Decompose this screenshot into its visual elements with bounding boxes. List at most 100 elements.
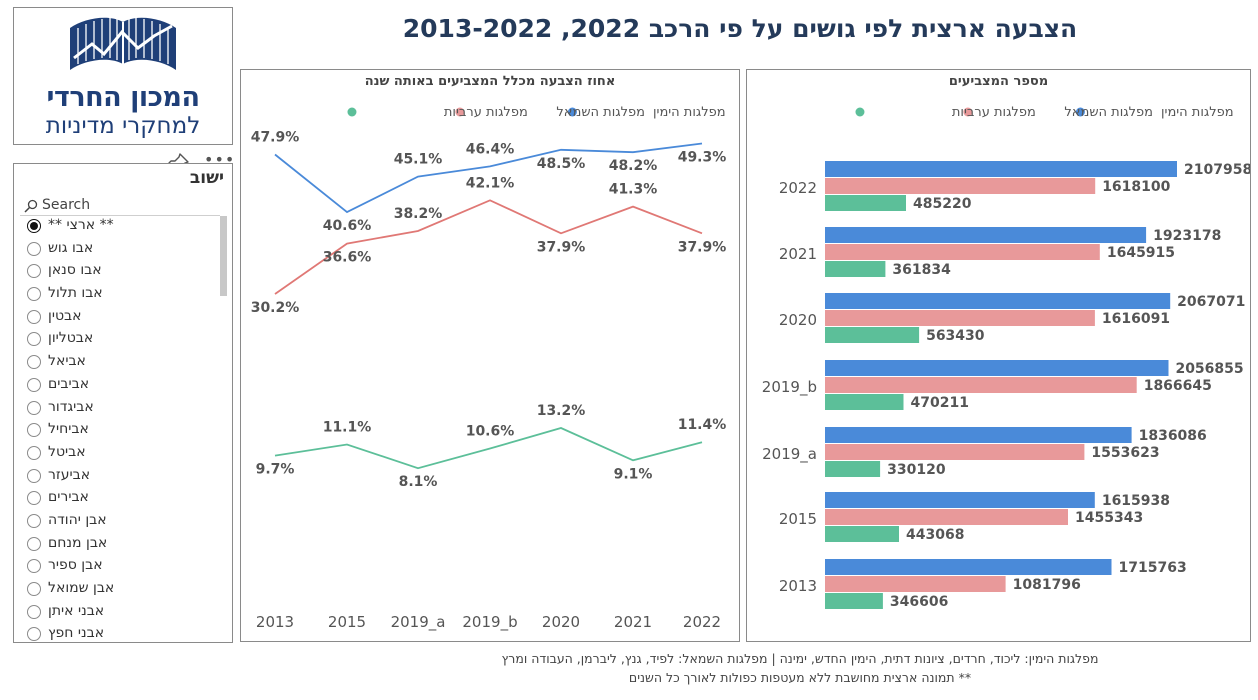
bar-left [825,178,1096,194]
data-label: 9.1% [614,466,653,482]
slicer-item[interactable]: אביטל [24,443,219,466]
slicer-item[interactable]: אביעזר [24,466,219,489]
slicer-item-label: אבני חפץ [48,625,105,642]
data-label: 13.2% [537,403,586,419]
data-label: 40.6% [323,218,372,234]
radio-button[interactable] [27,604,41,619]
radio-button[interactable] [27,536,41,551]
slicer-item-label: אבירים [48,489,89,506]
bar-chart-title: מספר המצביעים [948,74,1049,89]
y-tick-label: 2019_a [762,445,817,464]
slicer-item[interactable]: אבו תלול [24,284,219,307]
radio-button[interactable] [27,468,41,483]
footnote-national: ** תמונה ארצית מחושבת ללא מעטפות כפולות … [628,670,972,685]
radio-button[interactable] [27,241,41,256]
bar-value-label: 1645915 [1107,245,1175,261]
data-label: 37.9% [537,239,586,255]
x-tick-label: 2015 [328,613,366,631]
data-label: 48.2% [609,158,658,174]
x-tick-label: 2019_b [462,613,517,632]
bar-value-label: 470211 [911,395,969,411]
radio-button[interactable] [27,423,41,438]
data-label: 41.3% [609,182,658,198]
series-line-arab [274,427,703,470]
bar-value-label: 485220 [913,196,972,212]
radio-button[interactable] [27,400,41,415]
scrollbar-thumb[interactable] [220,216,227,296]
radio-button[interactable] [27,355,41,370]
slicer-item[interactable]: אבן יהודה [24,511,219,534]
data-label: 10.6% [466,423,515,439]
logo-line-2: למחקרי מדיניות [45,113,201,139]
radio-button[interactable] [27,377,41,392]
slicer-item[interactable]: אביאל [24,352,219,375]
slicer-item-label: אבו תלול [48,285,103,302]
radio-button[interactable] [27,264,41,279]
y-tick-label: 2015 [779,510,817,528]
data-label: 45.1% [394,152,443,168]
slicer-item[interactable]: אבן ספיר [24,556,219,579]
slicer-item-label: אבן מנחם [48,534,108,551]
bar-right [825,293,1171,309]
data-label: 37.9% [678,239,727,255]
slicer-item-label: אבטין [48,307,82,324]
radio-button[interactable] [27,513,41,528]
bar-arab [825,261,886,277]
series-line-left [274,199,703,295]
bar-right [825,227,1147,243]
data-label: 49.3% [678,150,727,166]
bar-right [825,427,1132,443]
slicer-item[interactable]: אבטליון [24,329,219,352]
radio-button[interactable] [27,219,41,233]
legend-label: מפלגות ערביות [952,105,1036,120]
slicer-item[interactable]: אביחיל [24,420,219,443]
legend-label: מפלגות הימין [1161,105,1234,120]
radio-button[interactable] [27,309,41,324]
bar-value-label: 1553623 [1091,445,1159,461]
data-label: 38.2% [394,206,443,222]
search-placeholder: Search [42,197,91,213]
page-title: הצבעה ארצית לפי גושים על פי הרכב 2022, 2… [402,14,1078,43]
bar-arab [825,526,899,542]
slicer-item[interactable]: אבן מנחם [24,534,219,557]
slicer-item[interactable]: אביגדור [24,398,219,421]
bar-value-label: 2067071 [1177,294,1245,310]
bar-left [825,444,1085,460]
slicer-item-label: אביבים [48,375,90,392]
slicer-item[interactable]: אבו גוש [24,239,219,262]
search-icon [24,199,38,213]
bar-right [825,559,1112,575]
radio-button[interactable] [27,582,41,596]
line-chart-title: אחוז הצבעה מכלל המצביעים באותה שנה [364,74,616,89]
legend-marker [855,107,865,117]
slicer-item[interactable]: אבטין [24,307,219,330]
slicer-item[interactable]: ** ארצי ** [24,216,219,239]
bar-value-label: 346606 [890,594,948,610]
slicer-item-label: אביעזר [48,466,91,483]
slicer-item[interactable]: אבו סנאן [24,261,219,284]
slicer-item[interactable]: אבירים [24,488,219,511]
legend-label: מפלגות ערביות [444,105,528,120]
bar-left [825,244,1100,260]
slicer-item-label: אביגדור [48,398,94,415]
slicer-item[interactable]: אביבים [24,375,219,398]
data-label: 36.6% [323,250,372,266]
slicer-item[interactable]: אבן שמואל [24,579,219,602]
bar-value-label: 1923178 [1153,228,1221,244]
search-input[interactable]: Search [20,196,220,216]
radio-button[interactable] [27,287,41,302]
slicer-item-label: ** ארצי ** [48,217,114,233]
legend-label: מפלגות השמאל [556,105,645,120]
radio-button[interactable] [27,491,41,506]
y-tick-label: 2019_b [762,378,817,397]
logo: המכון החרדי למחקרי מדיניות [13,7,233,145]
radio-button[interactable] [27,627,41,642]
bar-value-label: 1615938 [1102,493,1170,509]
data-label: 11.4% [678,417,727,433]
bar-value-label: 1836086 [1139,428,1207,444]
slicer-item[interactable]: אבני חפץ [24,624,219,642]
radio-button[interactable] [27,559,41,574]
radio-button[interactable] [27,332,41,347]
radio-button[interactable] [27,445,41,460]
slicer-item[interactable]: אבני איתן [24,602,219,625]
